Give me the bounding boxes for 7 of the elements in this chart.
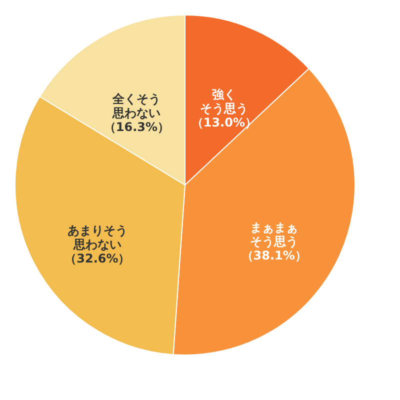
data-label: （16.3%）: [104, 120, 170, 134]
slice-label: 全くそう思わない: [112, 92, 161, 120]
slice-label: まぁまぁそう思う: [250, 220, 298, 248]
slice-label: 強くそう思う: [200, 88, 248, 116]
data-label: （32.6%）: [64, 251, 130, 266]
data-label: （38.1%）: [241, 248, 307, 262]
slice-label: あまりそう思わない: [67, 223, 128, 252]
